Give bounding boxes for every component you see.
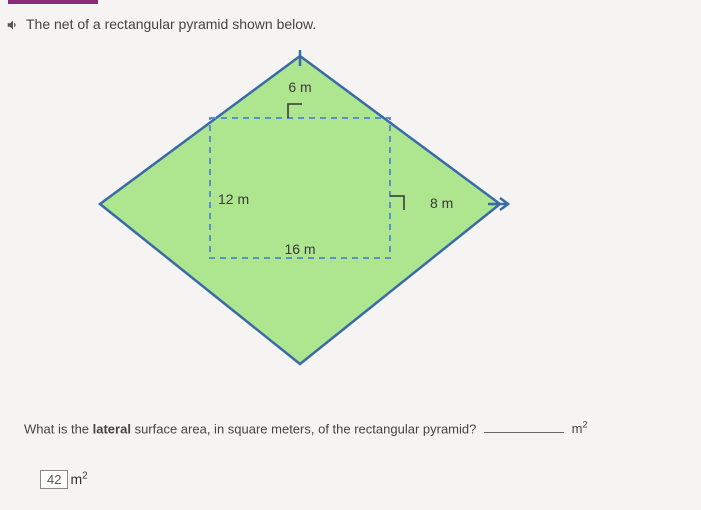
question-prefix: What is the <box>24 421 93 436</box>
accent-bar <box>8 0 98 4</box>
speaker-icon[interactable] <box>6 18 20 32</box>
answer-blank <box>484 432 564 433</box>
answer-input[interactable]: 42 <box>40 470 68 489</box>
svg-text:6 m: 6 m <box>288 79 311 95</box>
svg-text:16 m: 16 m <box>284 241 315 257</box>
answer-unit: m2 <box>70 471 87 487</box>
prompt-text: The net of a rectangular pyramid shown b… <box>26 16 316 32</box>
unit-label: m2 <box>572 421 588 436</box>
question-suffix: surface area, in square meters, of the r… <box>131 421 476 436</box>
answer-row: 42m2 <box>40 470 88 489</box>
pyramid-net-diagram: 6 m 12 m 16 m 8 m <box>90 44 510 374</box>
question-text: What is the lateral surface area, in squ… <box>24 420 588 436</box>
svg-text:8 m: 8 m <box>430 195 453 211</box>
question-bold: lateral <box>93 421 131 436</box>
svg-text:12 m: 12 m <box>218 191 249 207</box>
